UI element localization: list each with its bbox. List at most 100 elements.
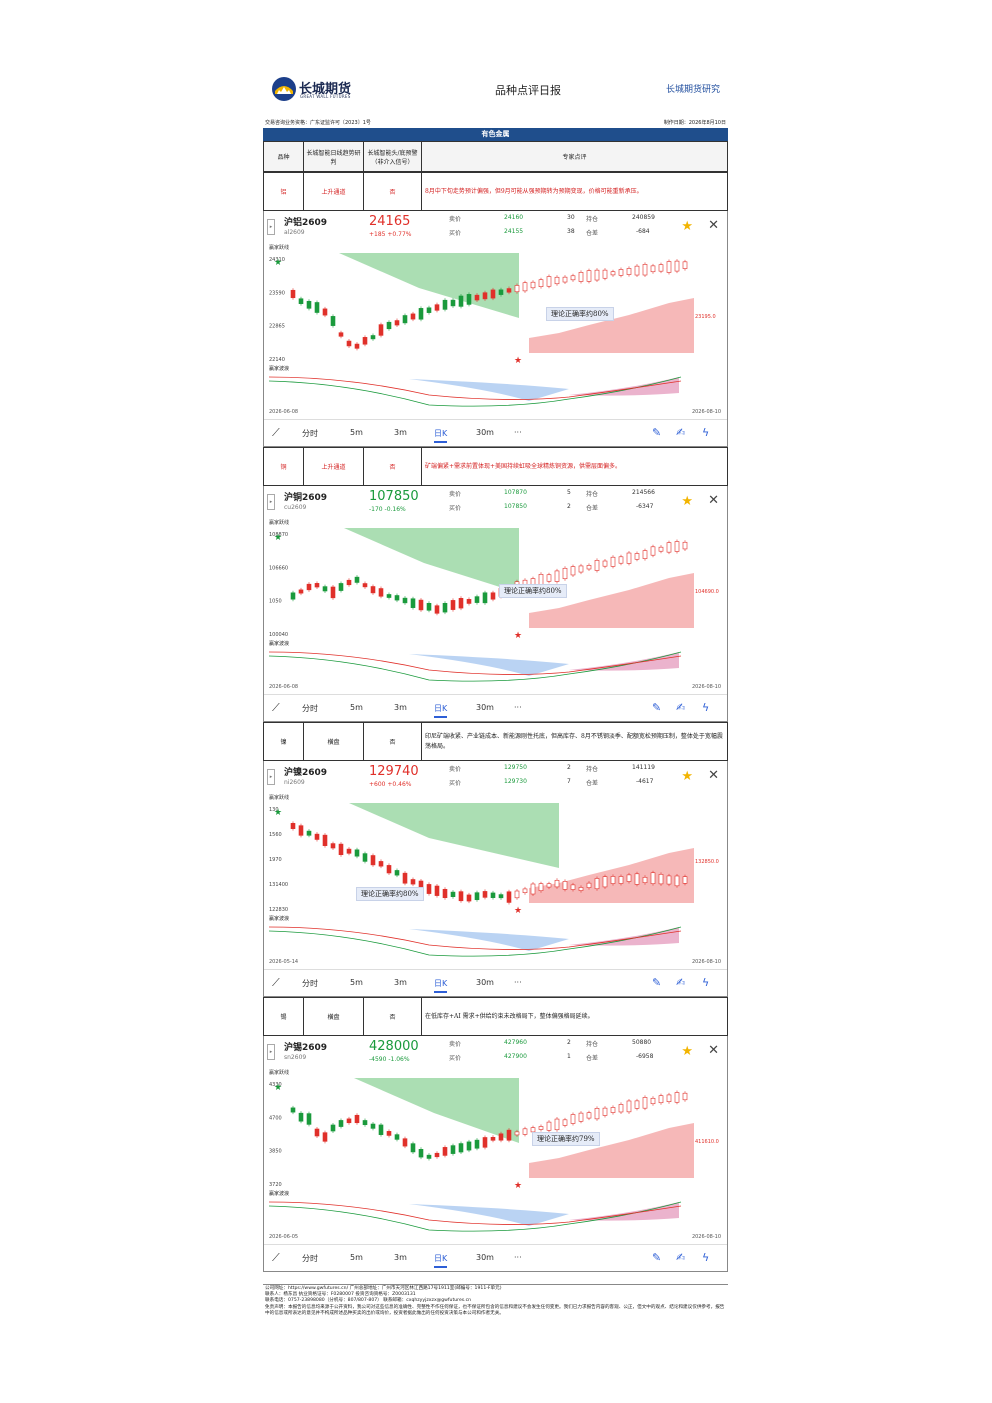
line-chart-icon[interactable]: ⟋ [272,426,280,439]
draw-line-icon[interactable]: ✎ [652,426,662,439]
line-chart-icon[interactable]: ⟋ [272,701,280,714]
period-tab[interactable]: ··· [514,1253,522,1262]
candle-body [594,1108,600,1120]
report-page: 长城期货 GREAT WALL FUTURES 品种点评日报 长城期货研究 交易… [263,72,728,1332]
period-tab[interactable]: 日K [434,703,448,718]
period-tab[interactable]: 日K [434,1253,448,1268]
bid-qty: 7 [567,778,571,785]
draw-line-icon[interactable]: ✎ [652,976,662,989]
period-tab[interactable]: 5m [350,1253,363,1262]
lightning-icon[interactable]: ϟ [702,976,710,989]
quote-chart-panel: ▸ 沪锡2609 sn2609 428000 -4590 -1.06% 卖价 427960 2… [263,1036,728,1272]
candle-body [298,1112,304,1122]
lightning-icon[interactable]: ϟ [702,1251,710,1264]
candle-body [666,542,672,553]
date-axis: 2026-06-05 2026-08-10 [269,1234,721,1242]
close-icon[interactable]: ✕ [708,1043,719,1058]
lightning-icon[interactable]: ϟ [702,701,710,714]
candle-body [338,1120,344,1127]
draw-tool-icon[interactable]: ✍ [676,1251,686,1264]
candle-body [490,1136,496,1141]
oi-change-label: 仓差 [586,505,599,512]
trend-judgement: 上升通道 [303,172,364,211]
candle-body [514,1131,520,1136]
draw-tool-icon[interactable]: ✍ [676,701,686,714]
favorite-star-icon[interactable]: ★ [681,1044,693,1059]
candle-body [658,1095,664,1104]
open-interest: 214566 [632,489,655,496]
candle-body [306,830,312,836]
date-axis: 2026-06-08 2026-08-10 [269,409,721,417]
period-tab[interactable]: 3m [394,428,407,437]
candle-body [354,343,360,349]
candle-body [650,1097,656,1105]
expand-side-button[interactable]: ▸ [267,494,275,510]
ask-qty: 30 [567,214,575,221]
candle-body [562,567,568,580]
period-tab[interactable]: ··· [514,703,522,712]
period-tab[interactable]: 5m [350,428,363,437]
close-icon[interactable]: ✕ [708,768,719,783]
line-chart-icon[interactable]: ⟋ [272,976,280,989]
period-tab[interactable]: 分时 [302,1254,318,1263]
ask-price: 129750 [504,764,527,771]
indicator-line-green [269,651,682,682]
period-tab[interactable]: 30m [476,1253,494,1262]
quote-chart-panel: ▸ 沪铝2609 al2609 24165 +185 +0.77% 卖价 24160 30 买价… [263,211,728,447]
variety-row: 铝上升通道否 8月中下旬走势预计偏强，但9月可能从强预期转为预期变现，价格可能重新… [263,172,728,211]
candle-body [338,332,344,337]
ask-label: 卖价 [449,766,462,773]
draw-line-icon[interactable]: ✎ [652,1251,662,1264]
period-tab[interactable]: 5m [350,703,363,712]
period-tab[interactable]: ··· [514,428,522,437]
period-tab[interactable]: 分时 [302,429,318,438]
candle-body [450,891,456,897]
candle-body [522,888,528,893]
draw-tool-icon[interactable]: ✍ [676,426,686,439]
expand-side-button[interactable]: ▸ [267,769,275,785]
period-tab[interactable]: 日K [434,978,448,993]
period-tab[interactable]: 30m [476,703,494,712]
signal-star-icon: ★ [274,1083,282,1093]
candle-body [530,883,536,895]
candle-body [554,276,560,285]
quote-chart-panel: ▸ 沪铜2609 cu2609 107850 -170 -0.16% 卖价 107870 5 买… [263,486,728,722]
candle-body [346,579,352,586]
period-tab[interactable]: 分时 [302,979,318,988]
favorite-star-icon[interactable]: ★ [681,219,693,234]
period-tab[interactable]: 3m [394,1253,407,1262]
close-icon[interactable]: ✕ [708,218,719,233]
period-tab[interactable]: 5m [350,978,363,987]
favorite-star-icon[interactable]: ★ [681,769,693,784]
period-tab[interactable]: ··· [514,978,522,987]
candle-body [474,294,480,301]
favorite-star-icon[interactable]: ★ [681,494,693,509]
period-tab[interactable]: 日K [434,428,448,443]
contract-name: 沪铜2609 [284,493,328,503]
footer-disclaimer: 免责声明：本报告的信息均来源于公开资料，我公司对这些信息的准确性、完整性不作任何… [265,1304,725,1316]
line-chart-icon[interactable]: ⟋ [272,1251,280,1264]
close-icon[interactable]: ✕ [708,493,719,508]
y-tick-label: 24310 [269,257,285,263]
lightning-icon[interactable]: ϟ [702,426,710,439]
period-tab[interactable]: 30m [476,428,494,437]
expand-side-button[interactable]: ▸ [267,1044,275,1060]
expand-side-button[interactable]: ▸ [267,219,275,235]
indicator-line-red [269,376,682,400]
period-tab[interactable]: 30m [476,978,494,987]
draw-tool-icon[interactable]: ✍ [676,976,686,989]
candle-body [658,874,664,885]
candle-body [378,861,384,867]
signal-star-icon: ★ [274,533,282,543]
y-tick-label: 23590 [269,290,285,296]
period-tab[interactable]: 分时 [302,704,318,713]
resistance-zone [339,253,519,318]
draw-line-icon[interactable]: ✎ [652,701,662,714]
price-change: -4590 -1.06% [369,1056,410,1063]
contract-name: 沪镍2609 [284,768,328,778]
period-tab[interactable]: 3m [394,978,407,987]
candle-body [626,874,632,882]
period-tab[interactable]: 3m [394,703,407,712]
quote-header: ▸ 沪铝2609 al2609 24165 +185 +0.77% 卖价 24160 30 买价… [264,211,727,241]
warning-tag: 赢家跃线 [269,794,289,801]
